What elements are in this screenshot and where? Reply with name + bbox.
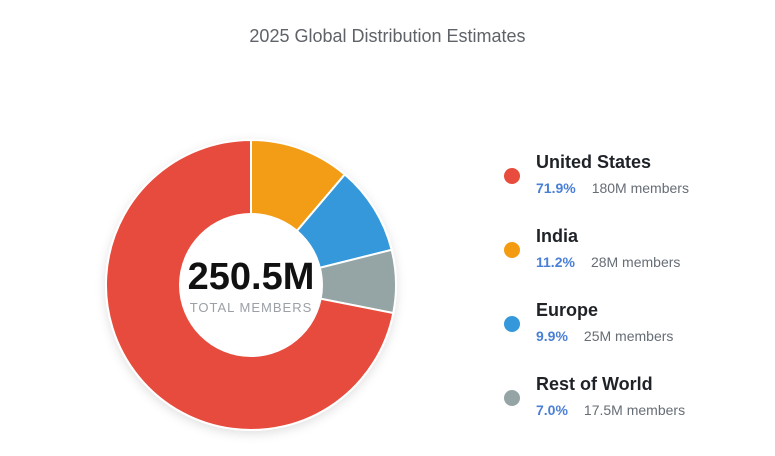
legend-percent: 71.9% [536,180,576,196]
legend-members: 28M members [590,254,681,270]
legend-percent: 9.9% [536,328,568,344]
legend-members: 17.5M members [583,402,686,418]
legend-name: Rest of World [536,374,653,394]
legend-name: United States [536,152,652,172]
legend-item-india[interactable]: India 11.2% 28M members [502,226,772,300]
legend-item-europe[interactable]: Europe 9.9% 25M members [502,300,772,374]
legend-percent: 11.2% [536,254,575,270]
legend-dot [504,242,520,258]
legend-item-united-states[interactable]: United States 71.9% 180M members [502,152,772,226]
legend-percent: 7.0% [536,402,568,418]
donut-chart: 250.5M TOTAL MEMBERS [105,138,397,431]
legend-members: 180M members [591,180,689,196]
legend-dot [504,316,520,332]
legend-item-rest-of-world[interactable]: Rest of World 7.0% 17.5M members [502,374,772,448]
legend-members: 25M members [583,328,674,344]
legend-dot [504,390,520,406]
legend: United States 71.9% 180M members India 11… [502,152,772,448]
total-label: TOTAL MEMBERS [190,300,313,315]
legend-dot [504,168,520,184]
legend-name: Europe [536,300,599,320]
legend-name: India [536,226,579,246]
total-value: 250.5M [188,256,315,298]
chart-title: 2025 Global Distribution Estimates [249,26,526,46]
donut-hole [179,213,323,357]
